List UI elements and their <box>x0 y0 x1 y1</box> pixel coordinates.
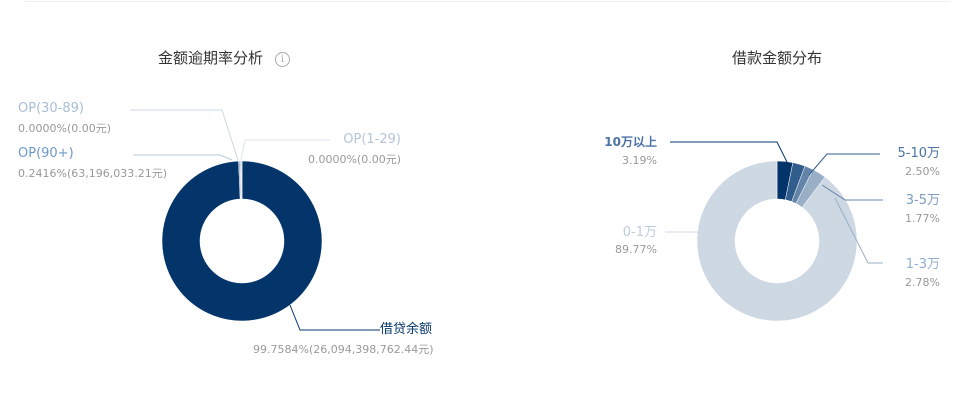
slice-value: 3.19% <box>622 154 657 167</box>
left-chart-title-text: 金额逾期率分析 <box>158 49 264 67</box>
leader-line <box>133 154 233 161</box>
leader-line <box>240 139 330 161</box>
slice-value: 0.0000%(0.00元) <box>18 122 112 135</box>
slice-label: 10万以上 <box>604 135 657 149</box>
leader-line <box>670 141 788 163</box>
leader-line <box>808 153 880 176</box>
slice-label: OP(30-89) <box>18 101 84 116</box>
slice-label: 0-1万 <box>622 225 657 240</box>
slice-label: OP(90+) <box>18 146 74 161</box>
leader-line <box>289 304 380 331</box>
slice-label: 1-3万 <box>905 257 940 272</box>
slice-label: OP(1-29) <box>343 132 401 147</box>
right-chart-title: 借款金额分布 <box>732 49 823 67</box>
leader-line <box>130 109 239 161</box>
slice-value: 2.50% <box>905 165 940 178</box>
slice-label: 借贷余额 <box>380 322 433 337</box>
donut-slice[interactable] <box>696 160 858 322</box>
slice-value: 1.77% <box>905 212 940 225</box>
left-donut[interactable] <box>161 160 323 322</box>
slice-value: 0.2416%(63,196,033.21元) <box>18 167 167 180</box>
right-donut[interactable] <box>696 160 858 322</box>
top-divider <box>25 1 950 2</box>
leader-line <box>834 197 883 264</box>
slice-label: 5-10万 <box>897 146 940 161</box>
donut-slice[interactable] <box>161 160 323 322</box>
leader-line <box>821 184 883 201</box>
left-chart-title: 金额逾期率分析 i <box>158 47 291 68</box>
slice-value: 99.7584%(26,094,398,762.44元) <box>253 343 434 356</box>
slice-value: 2.78% <box>905 276 940 289</box>
slice-value: 89.77% <box>615 243 657 256</box>
donut-slice[interactable] <box>240 160 243 200</box>
slice-label: 3-5万 <box>905 193 940 208</box>
info-circle-icon[interactable]: i <box>275 52 291 67</box>
slice-value: 0.0000%(0.00元) <box>307 153 401 166</box>
